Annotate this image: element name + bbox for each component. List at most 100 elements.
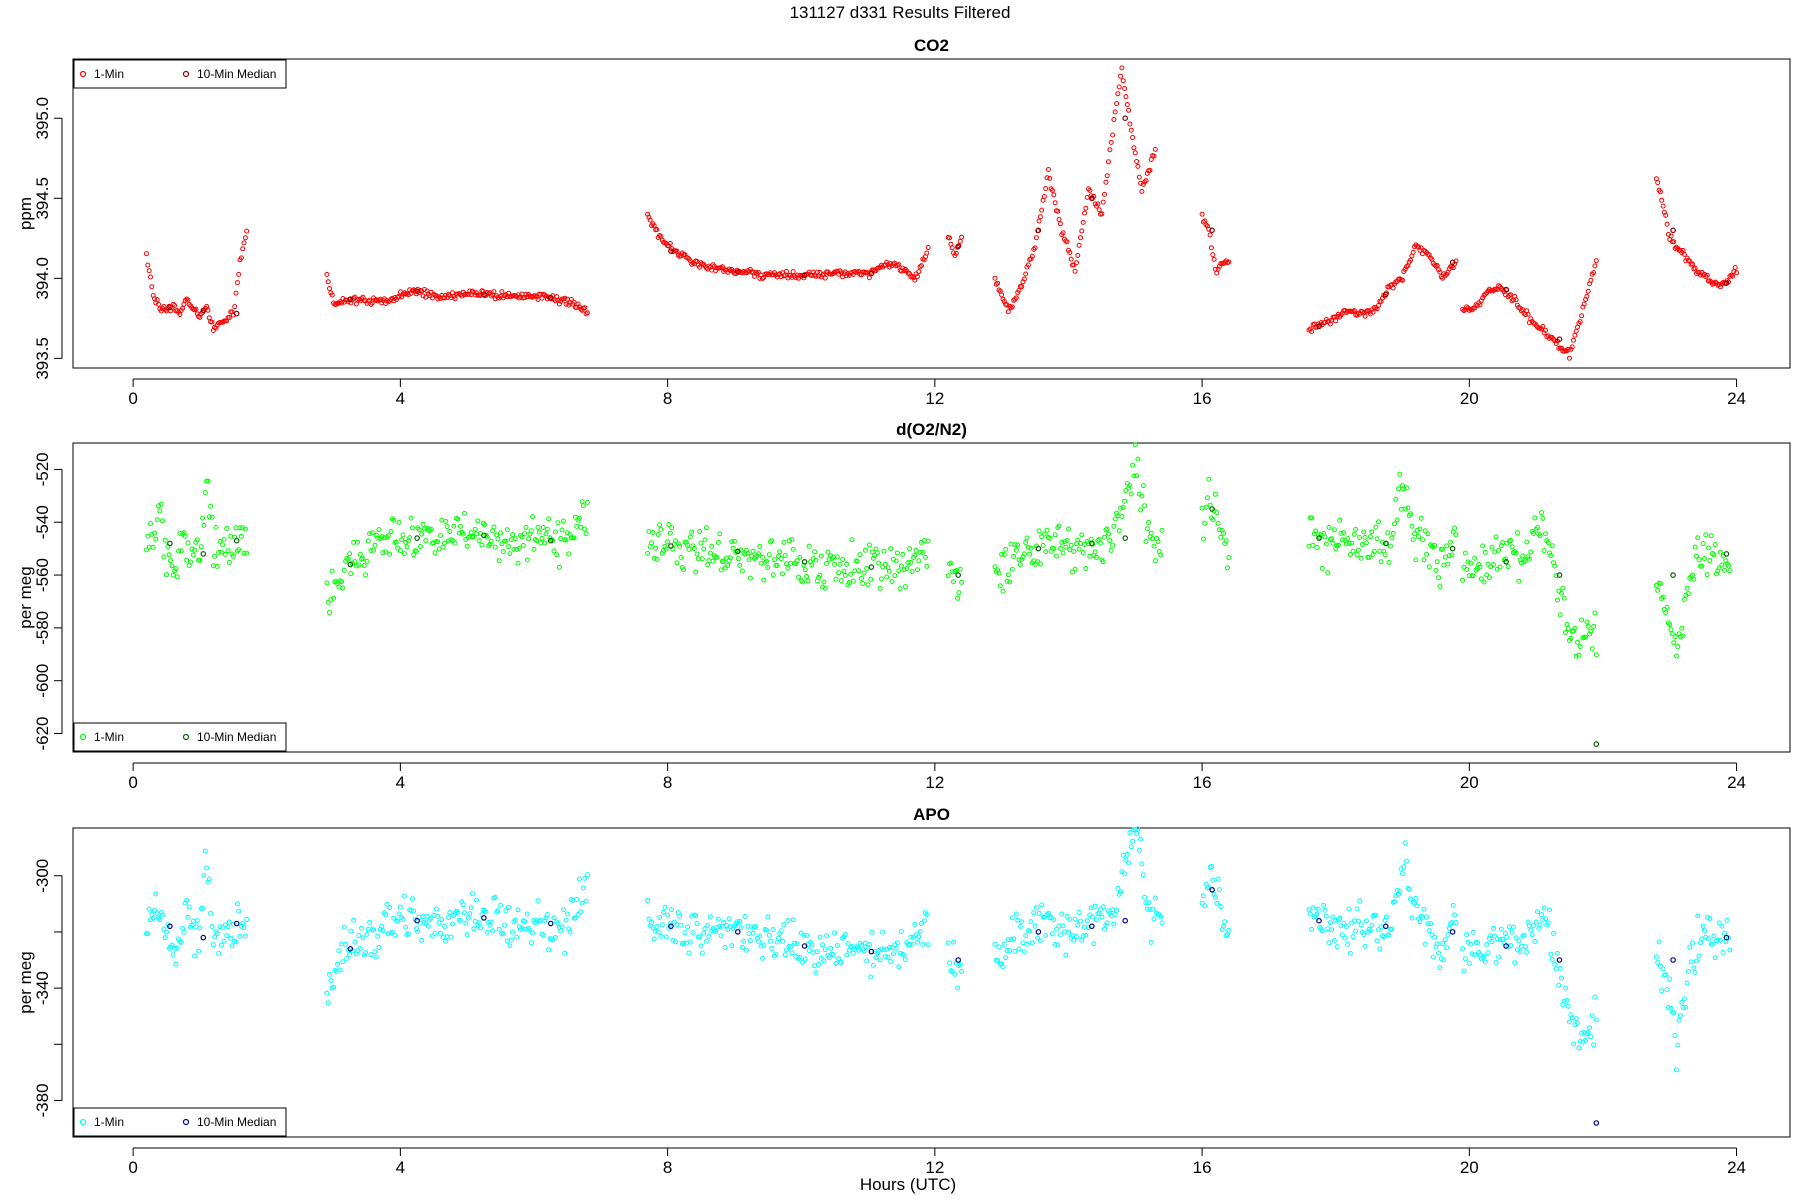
data-point bbox=[1212, 491, 1218, 497]
data-point bbox=[240, 920, 246, 926]
data-point bbox=[212, 934, 218, 940]
data-point bbox=[904, 566, 910, 571]
data-point bbox=[1082, 210, 1087, 216]
data-point bbox=[1565, 626, 1571, 632]
data-point bbox=[583, 898, 589, 904]
data-point bbox=[836, 570, 842, 576]
data-point bbox=[693, 569, 699, 575]
data-point bbox=[1657, 189, 1663, 195]
data-point bbox=[701, 930, 707, 936]
data-point bbox=[898, 929, 904, 934]
data-point bbox=[325, 599, 331, 605]
data-point bbox=[1392, 521, 1397, 527]
data-point bbox=[1122, 871, 1128, 877]
data-point bbox=[1687, 944, 1693, 950]
data-point bbox=[1579, 617, 1585, 623]
data-point bbox=[1563, 630, 1568, 635]
data-point bbox=[1008, 937, 1014, 943]
data-point bbox=[1005, 572, 1011, 578]
data-point bbox=[686, 950, 692, 956]
data-point bbox=[347, 951, 353, 957]
data-point bbox=[1593, 1017, 1599, 1023]
data-point bbox=[1668, 233, 1674, 239]
data-point bbox=[1535, 525, 1540, 530]
data-point bbox=[1510, 924, 1516, 930]
data-point bbox=[1588, 628, 1594, 634]
data-point bbox=[1078, 918, 1083, 924]
data-point bbox=[957, 238, 963, 244]
data-point bbox=[1076, 910, 1082, 915]
data-point bbox=[464, 932, 470, 938]
data-point bbox=[526, 536, 532, 542]
data-point bbox=[1079, 937, 1085, 943]
data-point bbox=[947, 960, 952, 966]
data-point bbox=[1543, 327, 1548, 333]
data-point bbox=[496, 926, 502, 932]
data-point bbox=[1425, 531, 1431, 537]
data-point bbox=[1664, 987, 1670, 992]
data-point bbox=[499, 289, 505, 295]
data-point bbox=[226, 560, 232, 565]
data-point bbox=[833, 961, 839, 966]
data-point bbox=[148, 521, 153, 526]
data-point bbox=[953, 250, 959, 256]
data-point bbox=[1208, 245, 1214, 251]
data-point bbox=[1734, 270, 1740, 276]
data-point bbox=[1021, 276, 1027, 282]
data-point bbox=[355, 539, 361, 545]
data-point bbox=[479, 542, 485, 548]
data-point bbox=[389, 929, 395, 935]
data-point bbox=[706, 558, 712, 564]
data-point bbox=[329, 292, 335, 298]
data-point bbox=[1396, 486, 1401, 492]
data-point bbox=[185, 297, 191, 303]
data-point bbox=[357, 945, 363, 951]
data-point bbox=[1673, 1067, 1679, 1073]
data-point bbox=[1078, 235, 1083, 241]
data-point bbox=[888, 959, 894, 964]
data-point bbox=[499, 541, 505, 547]
data-point bbox=[1309, 329, 1315, 334]
data-point bbox=[546, 516, 552, 522]
data-point bbox=[1517, 949, 1523, 955]
x-tick-label: 20 bbox=[1460, 1158, 1479, 1177]
data-point bbox=[858, 576, 864, 581]
data-point bbox=[182, 533, 188, 539]
data-point bbox=[675, 252, 681, 258]
data-point bbox=[1668, 627, 1674, 633]
data-point bbox=[530, 514, 536, 520]
data-point bbox=[1116, 84, 1122, 90]
data-point bbox=[1355, 918, 1361, 924]
data-point bbox=[1659, 197, 1665, 203]
data-point bbox=[1223, 538, 1229, 544]
data-point bbox=[1378, 924, 1384, 930]
data-point bbox=[1397, 888, 1403, 894]
data-point bbox=[753, 924, 759, 930]
data-point bbox=[450, 538, 455, 544]
data-point bbox=[332, 967, 338, 973]
data-point bbox=[1719, 923, 1725, 929]
data-point bbox=[743, 947, 749, 953]
data-point bbox=[1409, 523, 1415, 529]
data-point bbox=[907, 942, 912, 948]
data-point bbox=[582, 305, 588, 311]
data-point bbox=[432, 550, 438, 556]
data-point bbox=[782, 952, 788, 958]
data-point bbox=[790, 269, 796, 275]
data-point bbox=[674, 560, 680, 566]
data-point bbox=[1334, 944, 1340, 950]
data-point bbox=[1481, 954, 1487, 959]
data-point bbox=[817, 572, 823, 578]
data-point bbox=[1502, 930, 1508, 936]
median-point bbox=[200, 551, 207, 557]
data-point bbox=[1404, 485, 1409, 491]
data-point bbox=[685, 542, 691, 548]
data-point bbox=[1376, 519, 1381, 525]
data-point bbox=[515, 560, 521, 566]
data-point bbox=[156, 301, 161, 307]
data-point bbox=[1589, 1013, 1595, 1019]
data-point bbox=[1345, 941, 1351, 947]
median-point bbox=[1209, 886, 1215, 893]
median-point bbox=[801, 558, 808, 565]
data-point bbox=[1032, 923, 1038, 929]
